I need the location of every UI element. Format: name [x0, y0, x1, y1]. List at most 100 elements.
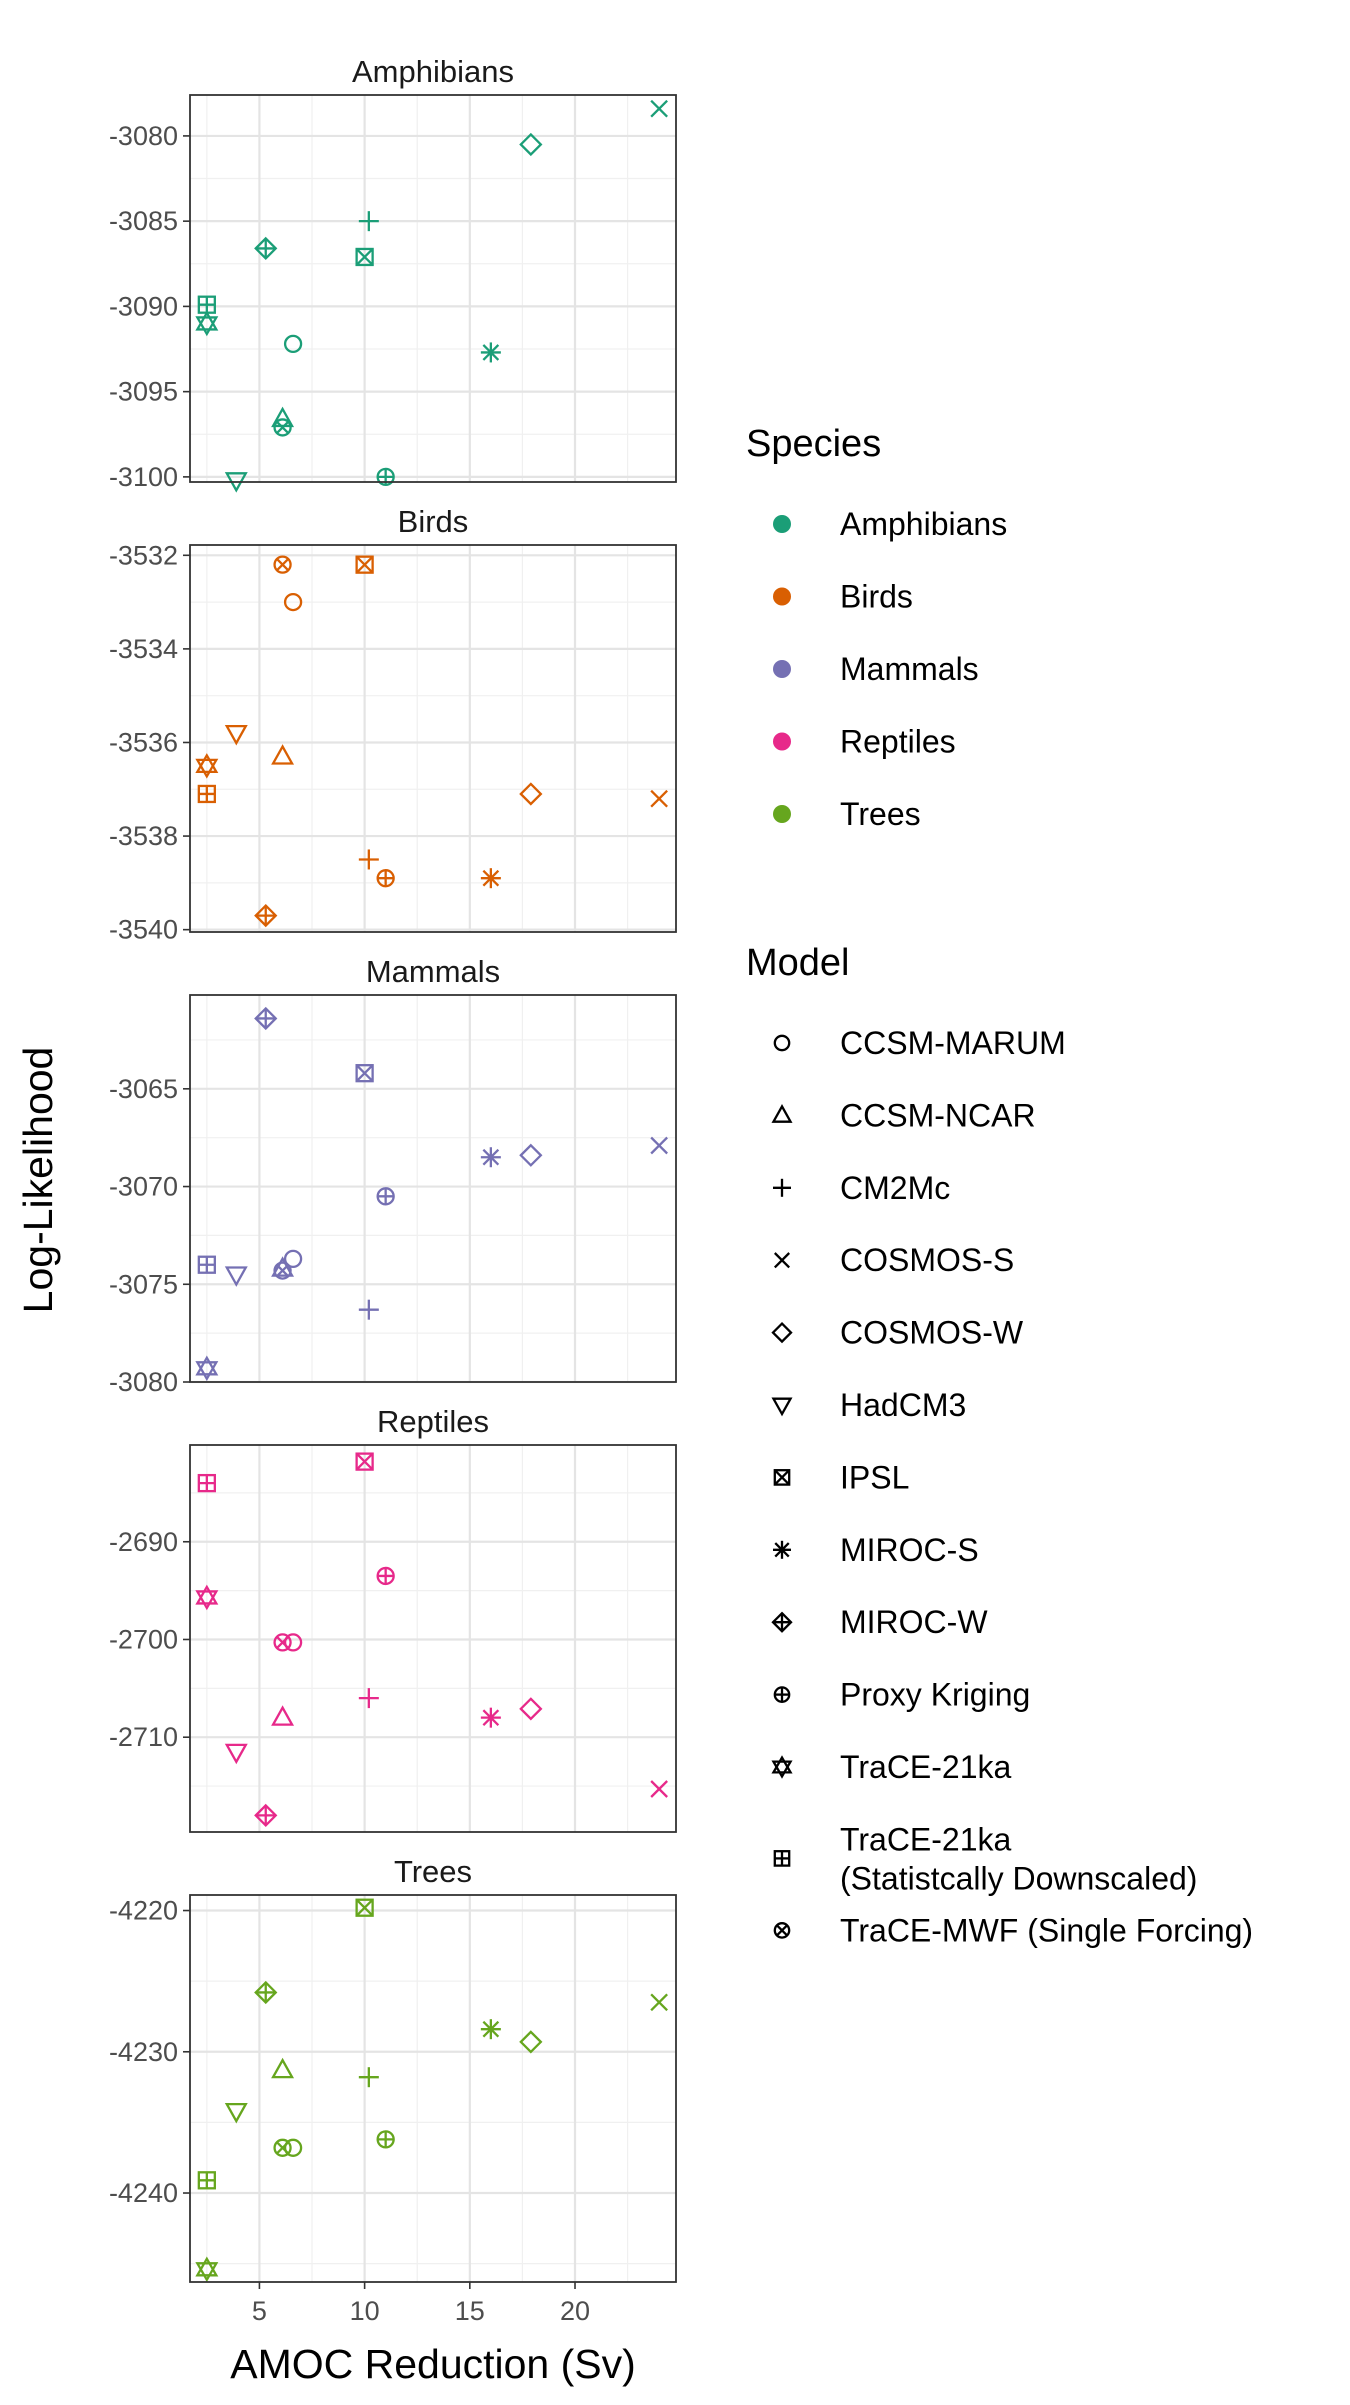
data-point-birds-trace-mwf: [273, 555, 292, 574]
y-tick-label: -3075: [109, 1269, 178, 1299]
marker-outline: [195, 753, 219, 774]
marker-stroke: [773, 1252, 791, 1269]
data-point-amphibians-cm2mc: [358, 211, 379, 232]
marker-outline: [271, 744, 295, 765]
marker-outline: [519, 2030, 543, 2054]
marker-outline: [283, 1249, 303, 1269]
marker-stroke: [482, 2020, 500, 2038]
panel-title: Amphibians: [352, 54, 514, 89]
legend-key-cosmos-s: [773, 1252, 791, 1269]
legend-label: Mammals: [840, 651, 979, 687]
panel-background: [190, 1895, 676, 2282]
data-point-reptiles-cosmos-w: [519, 1697, 543, 1721]
y-tick-label: -3100: [109, 462, 178, 492]
panel-reptiles: -2690 -2700 -2710 Reptiles: [109, 1404, 677, 1833]
marker-outline: [773, 1469, 791, 1486]
legend-label: MIROC-W: [840, 1604, 988, 1640]
panel-background: [190, 545, 676, 932]
data-point-amphibians-trace-21ka-sd: [197, 295, 216, 314]
data-point-mammals-hadcm3: [224, 1266, 248, 1287]
y-tick-label: -3534: [109, 634, 178, 664]
data-point-reptiles-trace-mwf: [273, 1633, 292, 1652]
data-point-mammals-cosmos-s: [650, 1136, 668, 1155]
marker-outline: [283, 334, 303, 354]
marker-stroke: [776, 1924, 788, 1937]
marker-stroke: [355, 1898, 374, 1917]
data-point-reptiles-hadcm3: [224, 1743, 248, 1765]
legend-key-trace-21ka-sd: [773, 1850, 791, 1867]
marker-outline: [283, 2138, 303, 2157]
data-point-amphibians-cosmos-w: [519, 132, 543, 157]
data-point-mammals-proxy-kriging: [376, 1187, 395, 1206]
y-tick-label: -4240: [109, 2178, 178, 2208]
marker-outline: [273, 418, 292, 437]
data-point-trees-trace-21ka: [195, 2256, 219, 2283]
marker-outline: [773, 1034, 791, 1052]
marker-outline: [355, 1452, 374, 1471]
data-point-amphibians-trace-mwf: [273, 418, 292, 437]
marker-outline: [224, 1266, 248, 1287]
data-point-mammals-cm2mc: [358, 1299, 379, 1320]
y-tick-label: -3095: [109, 377, 178, 407]
data-point-trees-hadcm3: [224, 2102, 248, 2124]
data-point-reptiles-cosmos-s: [650, 1780, 668, 1798]
species-legend: Species Amphibians Birds Mammals Reptiles Tre…: [746, 423, 1007, 832]
marker-outline: [771, 1397, 793, 1417]
y-axis-title: Log-Likelihood: [15, 1047, 61, 1314]
marker-stroke: [773, 1469, 791, 1486]
panel-title: Reptiles: [377, 1404, 489, 1439]
marker-outline: [195, 758, 219, 779]
y-tick-label: -4230: [109, 2037, 178, 2067]
data-point-mammals-miroc-w: [254, 1006, 278, 1031]
data-point-mammals-trace-mwf: [273, 1261, 292, 1280]
marker-outline: [195, 316, 219, 337]
legend-label: TraCE-21ka: [840, 1821, 1012, 1857]
data-point-amphibians-miroc-s: [480, 342, 501, 363]
y-tick-label: -2710: [109, 1722, 178, 1752]
data-point-mammals-ccsm-marum: [283, 1249, 303, 1269]
marker-stroke: [482, 1709, 500, 1726]
data-point-trees-ipsl: [355, 1898, 374, 1917]
data-point-reptiles-trace-21ka: [195, 1584, 219, 1611]
marker-outline: [195, 310, 219, 331]
data-point-trees-trace-21ka-sd: [197, 2171, 216, 2190]
data-point-amphibians-ipsl: [355, 247, 374, 267]
data-point-birds-trace-21ka-sd: [197, 784, 216, 804]
legend-label: Trees: [840, 796, 921, 832]
legend-key-trace-21ka: [771, 1755, 793, 1779]
marker-stroke: [276, 1264, 290, 1278]
y-tick-label: -2700: [109, 1624, 178, 1654]
marker-stroke: [355, 1064, 374, 1082]
legend-label: IPSL: [840, 1459, 909, 1495]
data-point-amphibians-trace-21ka: [195, 310, 219, 337]
y-tick-label: -2690: [109, 1527, 178, 1557]
legend-key-birds: [773, 587, 791, 606]
data-point-birds-hadcm3: [224, 724, 248, 746]
data-point-amphibians-miroc-w: [254, 236, 278, 261]
x-tick-label: 15: [455, 2296, 485, 2326]
marker-outline: [355, 247, 374, 267]
marker-outline: [771, 1760, 793, 1779]
legend-key-ccsm-marum: [773, 1034, 791, 1052]
marker-outline: [195, 1590, 219, 1611]
y-tick-label: -3080: [109, 1367, 178, 1397]
y-tick-label: -3532: [109, 540, 178, 570]
legend-key-trace-mwf: [773, 1922, 791, 1939]
data-point-amphibians-ccsm-marum: [283, 334, 303, 354]
panel-birds: -3532 -3534 -3536 -3538 -3540 Birds: [109, 504, 677, 945]
panel-border: [189, 94, 677, 483]
legend-label: COSMOS-W: [840, 1315, 1024, 1351]
marker-outline: [271, 1705, 295, 1726]
legend-title: Species: [746, 423, 881, 465]
x-tick-label: 20: [560, 2296, 590, 2326]
panel-mammals: -3065 -3070 -3075 -3080 Mammals: [109, 954, 677, 1397]
panel-title: Mammals: [366, 954, 500, 989]
marker-outline: [355, 1898, 374, 1917]
marker-outline: [355, 555, 374, 574]
marker-stroke: [276, 1635, 290, 1649]
legend-key-reptiles: [773, 732, 791, 751]
marker-outline: [195, 1584, 219, 1605]
x-tick-label: 5: [252, 2296, 267, 2326]
